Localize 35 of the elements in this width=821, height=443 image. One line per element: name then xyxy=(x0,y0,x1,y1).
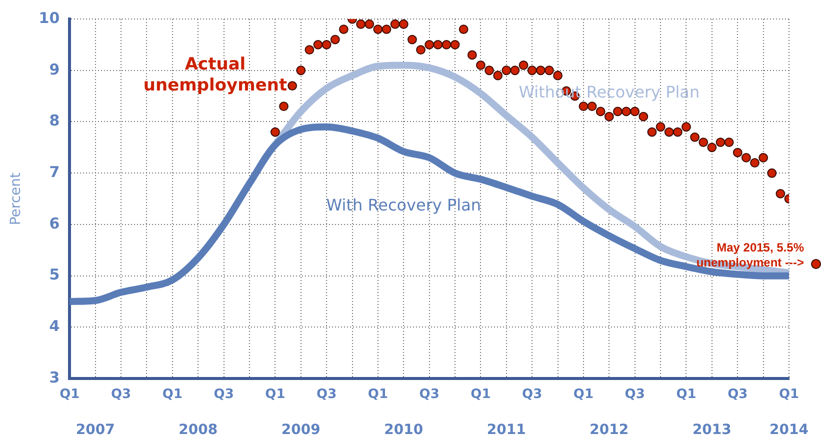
x2-tick-label: 2007 xyxy=(76,422,115,438)
x2-tick-label: 2010 xyxy=(384,422,424,438)
x-tick-label: Q1 xyxy=(470,386,491,402)
x-tick-label: Q1 xyxy=(265,386,286,402)
y-axis-title: Percent xyxy=(8,172,24,226)
x-tick-label: Q3 xyxy=(728,386,748,402)
y-tick-label: 4 xyxy=(49,317,60,336)
x-tick-label: Q1 xyxy=(162,386,182,402)
x2-tick-label: 2008 xyxy=(178,422,218,438)
y-tick-label: 10 xyxy=(38,8,60,27)
x-tick-label: Q1 xyxy=(573,386,594,402)
annotation: May 2015, 5.5% unemployment ---> xyxy=(696,240,804,270)
y-tick-label: 8 xyxy=(49,112,60,130)
x-tick-label: Q1 xyxy=(368,386,388,402)
y-tick-label: 6 xyxy=(49,214,60,232)
x-tick-label: Q3 xyxy=(522,386,542,402)
x-tick-label: Q1 xyxy=(676,386,696,402)
x-tick-label: Q3 xyxy=(419,386,440,402)
x-tick-label: Q3 xyxy=(214,386,234,402)
x-tick-label: Q3 xyxy=(316,386,337,402)
y-tick-label: 3 xyxy=(49,368,60,386)
x-tick-label: Q1 xyxy=(778,386,800,402)
x-tick-label: Q3 xyxy=(624,386,645,402)
y-tick-label: 5 xyxy=(49,266,60,284)
series-label: Actual unemployment xyxy=(143,54,288,96)
x2-tick-label: 2013 xyxy=(692,422,732,438)
x-tick-label: Q1 xyxy=(60,386,80,402)
x2-tick-label: 2012 xyxy=(590,422,629,438)
x2-tick-label: 2011 xyxy=(486,422,526,438)
series-label: With Recovery Plan xyxy=(326,196,482,215)
x2-tick-label: 2009 xyxy=(281,422,320,438)
y-tick-label: 9 xyxy=(49,60,60,78)
x2-tick-label: 2014 xyxy=(770,422,809,438)
x-tick-label: Q3 xyxy=(111,386,132,402)
y-tick-label: 7 xyxy=(49,163,60,182)
